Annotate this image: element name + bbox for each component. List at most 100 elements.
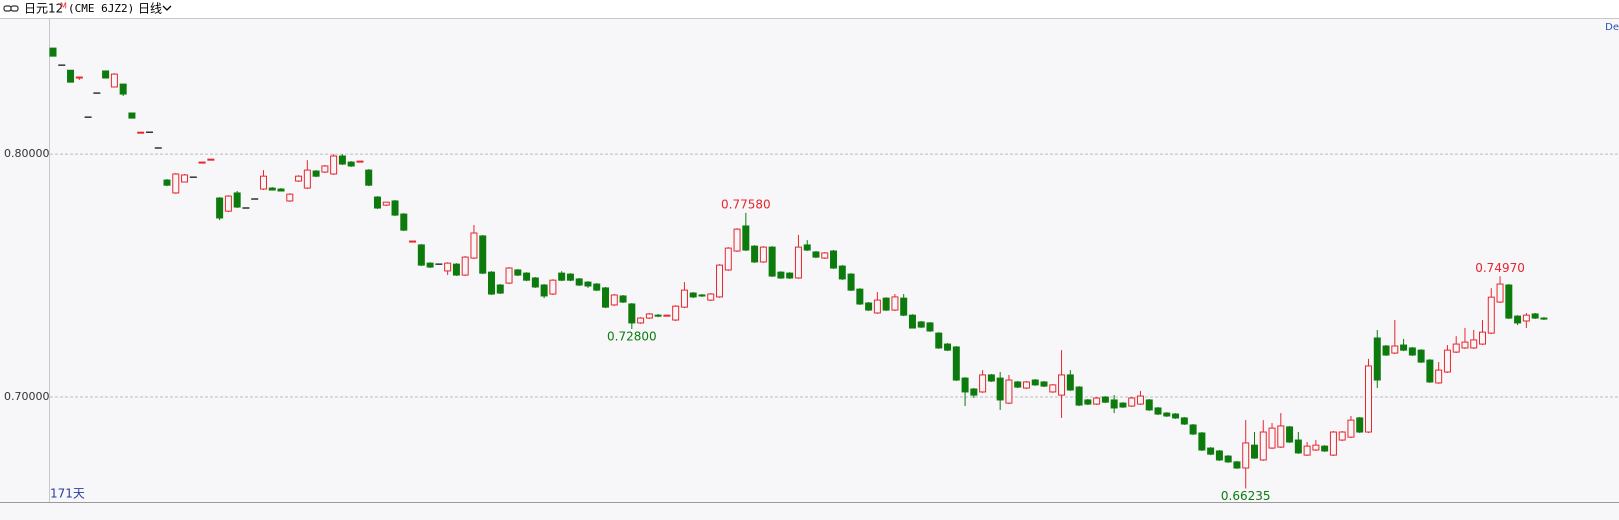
candle-body <box>575 278 583 286</box>
candle-body <box>1522 314 1530 322</box>
candle-body <box>1207 447 1215 455</box>
candle-body <box>207 158 215 161</box>
candle-body <box>382 201 390 206</box>
candle-body <box>1128 397 1136 407</box>
contract: (CME 6JZ2) <box>68 2 134 15</box>
link-icon[interactable] <box>3 5 19 12</box>
candle-body <box>1268 427 1276 449</box>
candle-body <box>1172 413 1180 419</box>
candle-body <box>610 294 618 306</box>
candle-body <box>944 343 952 351</box>
candle-body <box>689 292 697 298</box>
candle-body <box>970 388 978 396</box>
y-tick-label: 0.80000 <box>4 147 50 160</box>
candle-body <box>1408 347 1416 356</box>
candle-body <box>1443 349 1451 373</box>
candle-body <box>680 289 688 308</box>
period[interactable]: 日线 <box>138 2 162 16</box>
period-chevron[interactable] <box>162 5 172 11</box>
candle-body <box>224 195 232 212</box>
candle-body <box>1259 431 1267 461</box>
candle-body <box>1487 296 1495 334</box>
candle-body <box>830 250 838 269</box>
candle-body <box>593 283 601 291</box>
candle-body <box>1093 397 1101 405</box>
candle-body <box>786 272 794 279</box>
candle-body <box>49 47 57 57</box>
candle-body <box>602 287 610 308</box>
candle-body <box>303 169 311 189</box>
candle-body <box>1215 450 1223 461</box>
candle-body <box>1321 445 1329 452</box>
candle-body <box>461 256 469 276</box>
candle-body <box>470 232 478 259</box>
candle-body <box>1180 417 1188 425</box>
candle-body <box>540 284 548 297</box>
candle-body <box>926 322 934 332</box>
candle-body <box>523 272 531 281</box>
candle-body <box>645 313 653 319</box>
candle-body <box>1470 339 1478 349</box>
candle-body <box>1058 374 1066 396</box>
candle-body <box>663 314 671 317</box>
candle-body <box>1329 431 1337 456</box>
candle-body <box>742 225 750 251</box>
candle-body <box>531 277 539 288</box>
candle-body <box>847 273 855 291</box>
candle-body <box>321 165 329 173</box>
candle-body <box>751 245 759 263</box>
candle-body <box>391 200 399 216</box>
candle-body <box>1365 365 1372 433</box>
candle-body <box>137 131 145 134</box>
candle-body <box>1119 402 1127 408</box>
candle-body <box>865 302 873 311</box>
candle-body <box>1224 455 1232 463</box>
candle-body <box>1505 284 1513 319</box>
candle-body <box>838 265 846 280</box>
candle-body <box>716 264 724 298</box>
candle-body <box>566 273 574 281</box>
candle-body <box>312 170 320 177</box>
candle-body <box>1356 417 1364 433</box>
candle-body <box>400 213 408 231</box>
candle-body <box>794 246 802 279</box>
candle-body <box>1242 442 1250 469</box>
candle-body <box>1101 396 1109 403</box>
candle-body <box>268 187 276 191</box>
candle-body <box>1005 379 1013 404</box>
candle-body <box>979 374 987 393</box>
candle-body <box>1066 374 1074 391</box>
candle-body <box>1049 384 1057 393</box>
candle-body <box>996 377 1004 401</box>
candle-body <box>102 70 110 79</box>
candle-body <box>1277 425 1285 448</box>
symbol[interactable]: 日元12 <box>24 2 63 16</box>
candle-body <box>619 295 627 303</box>
candle-body <box>1435 369 1443 384</box>
candle-body <box>259 175 267 190</box>
candle-body <box>277 188 285 192</box>
candle-body <box>935 332 943 349</box>
candle-body <box>803 244 811 251</box>
candle-body <box>1233 461 1241 469</box>
candle-body <box>1540 317 1548 320</box>
candle-body <box>1136 395 1144 405</box>
y-tick-label: 0.70000 <box>4 390 50 403</box>
candle-body <box>1531 313 1539 319</box>
candle-body <box>426 262 434 268</box>
candle-body <box>444 262 452 272</box>
candle-body <box>1391 345 1399 354</box>
candle-body <box>1312 444 1320 451</box>
candle-body <box>768 246 776 277</box>
candle-body <box>1022 381 1030 389</box>
candle-body <box>759 246 767 263</box>
extreme-label: 0.66235 <box>1221 489 1271 503</box>
candle-body <box>917 321 925 328</box>
candle-body <box>1198 432 1206 451</box>
candle-body <box>1303 445 1311 456</box>
candle-body <box>698 294 706 297</box>
candle-body <box>75 76 83 79</box>
candle-body <box>496 284 504 294</box>
candle-body <box>637 317 645 324</box>
